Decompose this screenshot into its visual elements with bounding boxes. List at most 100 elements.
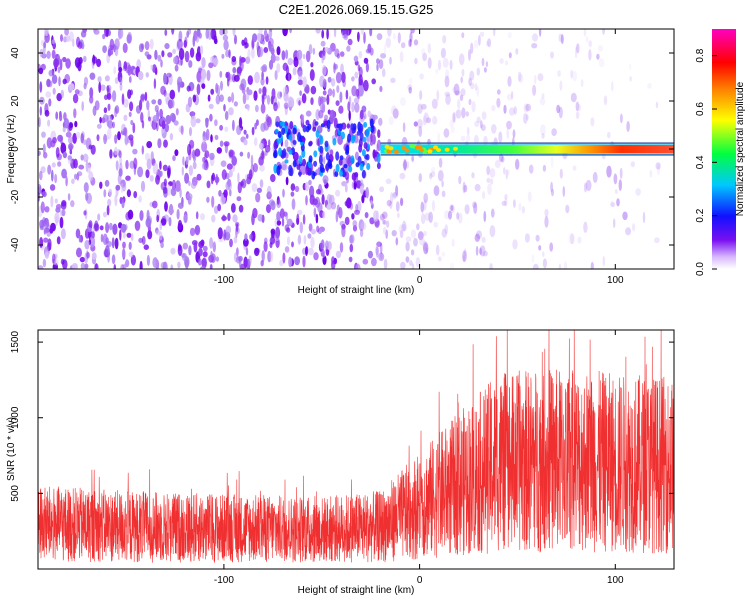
spectrogram-cluster-cell xyxy=(292,127,297,135)
spectrogram-cell xyxy=(418,126,423,137)
spectrogram-cell xyxy=(75,131,81,139)
spectrogram-cell xyxy=(200,266,206,269)
spectrogram-cell xyxy=(437,59,442,71)
spectrogram-cell xyxy=(423,242,429,255)
spectrogram-cell xyxy=(194,225,199,235)
spectrogram-cell xyxy=(175,108,179,116)
spectrogram-cell xyxy=(655,101,659,109)
spectrogram-cell xyxy=(107,48,112,57)
spectrogram-cluster-cell xyxy=(312,126,317,132)
spectrogram-cell xyxy=(149,38,154,50)
spectrogram-cell xyxy=(243,129,247,135)
spectrogram-cell xyxy=(168,216,172,227)
spectrogram-cell xyxy=(570,233,575,245)
spectrogram-cluster-cell xyxy=(354,172,359,178)
snr-x-ticks: -100 0 100 xyxy=(214,330,624,586)
spectrogram-cell xyxy=(542,164,547,172)
spectrogram-cell xyxy=(121,93,125,105)
spectrogram-cell xyxy=(367,250,373,259)
spectrogram-cell xyxy=(146,158,152,170)
spectrogram-cell xyxy=(274,70,278,81)
spectrogram-cell xyxy=(279,259,284,267)
spectrogram-cell xyxy=(174,64,179,72)
spectrogram-cell xyxy=(297,79,304,86)
spectrogram-cell xyxy=(227,96,232,103)
spectrogram-cell xyxy=(231,92,235,103)
spectrogram-cell xyxy=(189,127,192,137)
spectrogram-cluster-cell xyxy=(350,155,355,165)
spectrogram-cell xyxy=(61,200,67,207)
spectrogram-cell xyxy=(498,131,503,143)
spectrogram-cell xyxy=(321,194,325,205)
spectrogram-cell xyxy=(588,40,593,48)
spectrogram-cell xyxy=(383,219,387,225)
spectrogram-cell xyxy=(198,247,203,257)
spectrogram-cell xyxy=(496,89,501,95)
spectrogram-cell xyxy=(385,229,389,239)
spectrogram-cell xyxy=(112,121,115,129)
spectrogram-cell xyxy=(487,38,492,48)
spectrogram-cell xyxy=(206,196,210,203)
spectrogram-cell xyxy=(38,180,41,187)
spectrogram-cell xyxy=(509,107,515,116)
spectrogram-cell xyxy=(126,34,132,44)
spectrogram-cell xyxy=(217,203,222,212)
spectrogram-cell xyxy=(559,80,563,91)
spectrogram-cell xyxy=(125,159,129,170)
spectrogram-cell xyxy=(103,189,107,198)
spectrogram-cell xyxy=(91,231,95,239)
spectrogram-cell xyxy=(65,131,72,138)
spectrogram-cell xyxy=(359,109,364,120)
spectrogram-cell xyxy=(400,42,406,49)
spectrogram-cell xyxy=(59,58,63,71)
spectrogram-cell xyxy=(453,111,457,123)
spectrogram-cluster-cell xyxy=(292,159,297,168)
spectrogram-cell xyxy=(161,120,166,130)
spectrogram-cell xyxy=(181,253,187,258)
spectrogram-cell xyxy=(525,114,529,121)
spectrogram-cell xyxy=(257,48,263,58)
spectrogram-cell xyxy=(208,103,214,110)
spectrogram-cell xyxy=(279,208,285,219)
spectrogram-cell xyxy=(144,41,150,51)
spectrogram-y-tick-label: -40 xyxy=(10,237,21,252)
spectrogram-cell xyxy=(224,110,229,121)
spectrogram-cell xyxy=(228,49,231,59)
spectrogram-cell xyxy=(507,76,512,87)
spectrogram-cell xyxy=(159,222,163,231)
spectrogram-cell xyxy=(238,204,244,213)
spectrogram-cell xyxy=(400,224,407,232)
spectrogram-cell xyxy=(406,161,410,169)
spectrogram-cell xyxy=(39,170,43,181)
spectrogram-cluster-cell xyxy=(332,138,337,146)
spectrogram-cell xyxy=(41,131,46,138)
spectrogram-cell xyxy=(236,196,242,202)
spectrogram-cell xyxy=(437,132,441,144)
spectrogram-cell xyxy=(403,159,407,171)
spectrogram-cell xyxy=(420,103,427,110)
spectrogram-cell xyxy=(154,105,159,113)
spectrogram-cell xyxy=(333,29,337,38)
spectrogram-cluster-cell xyxy=(275,121,280,127)
spectrogram-cell xyxy=(576,103,581,112)
spectrogram-cell xyxy=(354,209,360,215)
spectrogram-cell xyxy=(302,214,306,225)
spectrogram-cell xyxy=(65,35,71,42)
spectrogram-cell xyxy=(263,241,268,253)
spectrogram-cell xyxy=(432,199,435,212)
spectrogram-cell xyxy=(143,244,149,250)
spectrogram-cell xyxy=(308,179,312,186)
spectrogram-cell xyxy=(211,172,216,181)
spectrogram-cell xyxy=(449,119,454,128)
spectrogram-cell xyxy=(202,245,208,252)
spectrogram-cluster-cell xyxy=(313,150,318,158)
spectrogram-cell xyxy=(70,200,75,208)
spectrogram-cell xyxy=(254,71,260,84)
spectrogram-cell xyxy=(114,38,120,50)
spectrogram-cell xyxy=(590,117,595,127)
spectrogram-cell xyxy=(371,257,377,267)
spectrogram-cell xyxy=(549,242,554,252)
spectrogram-cell xyxy=(341,225,346,238)
spectrogram-cell xyxy=(339,51,345,57)
signal-band xyxy=(380,145,674,153)
